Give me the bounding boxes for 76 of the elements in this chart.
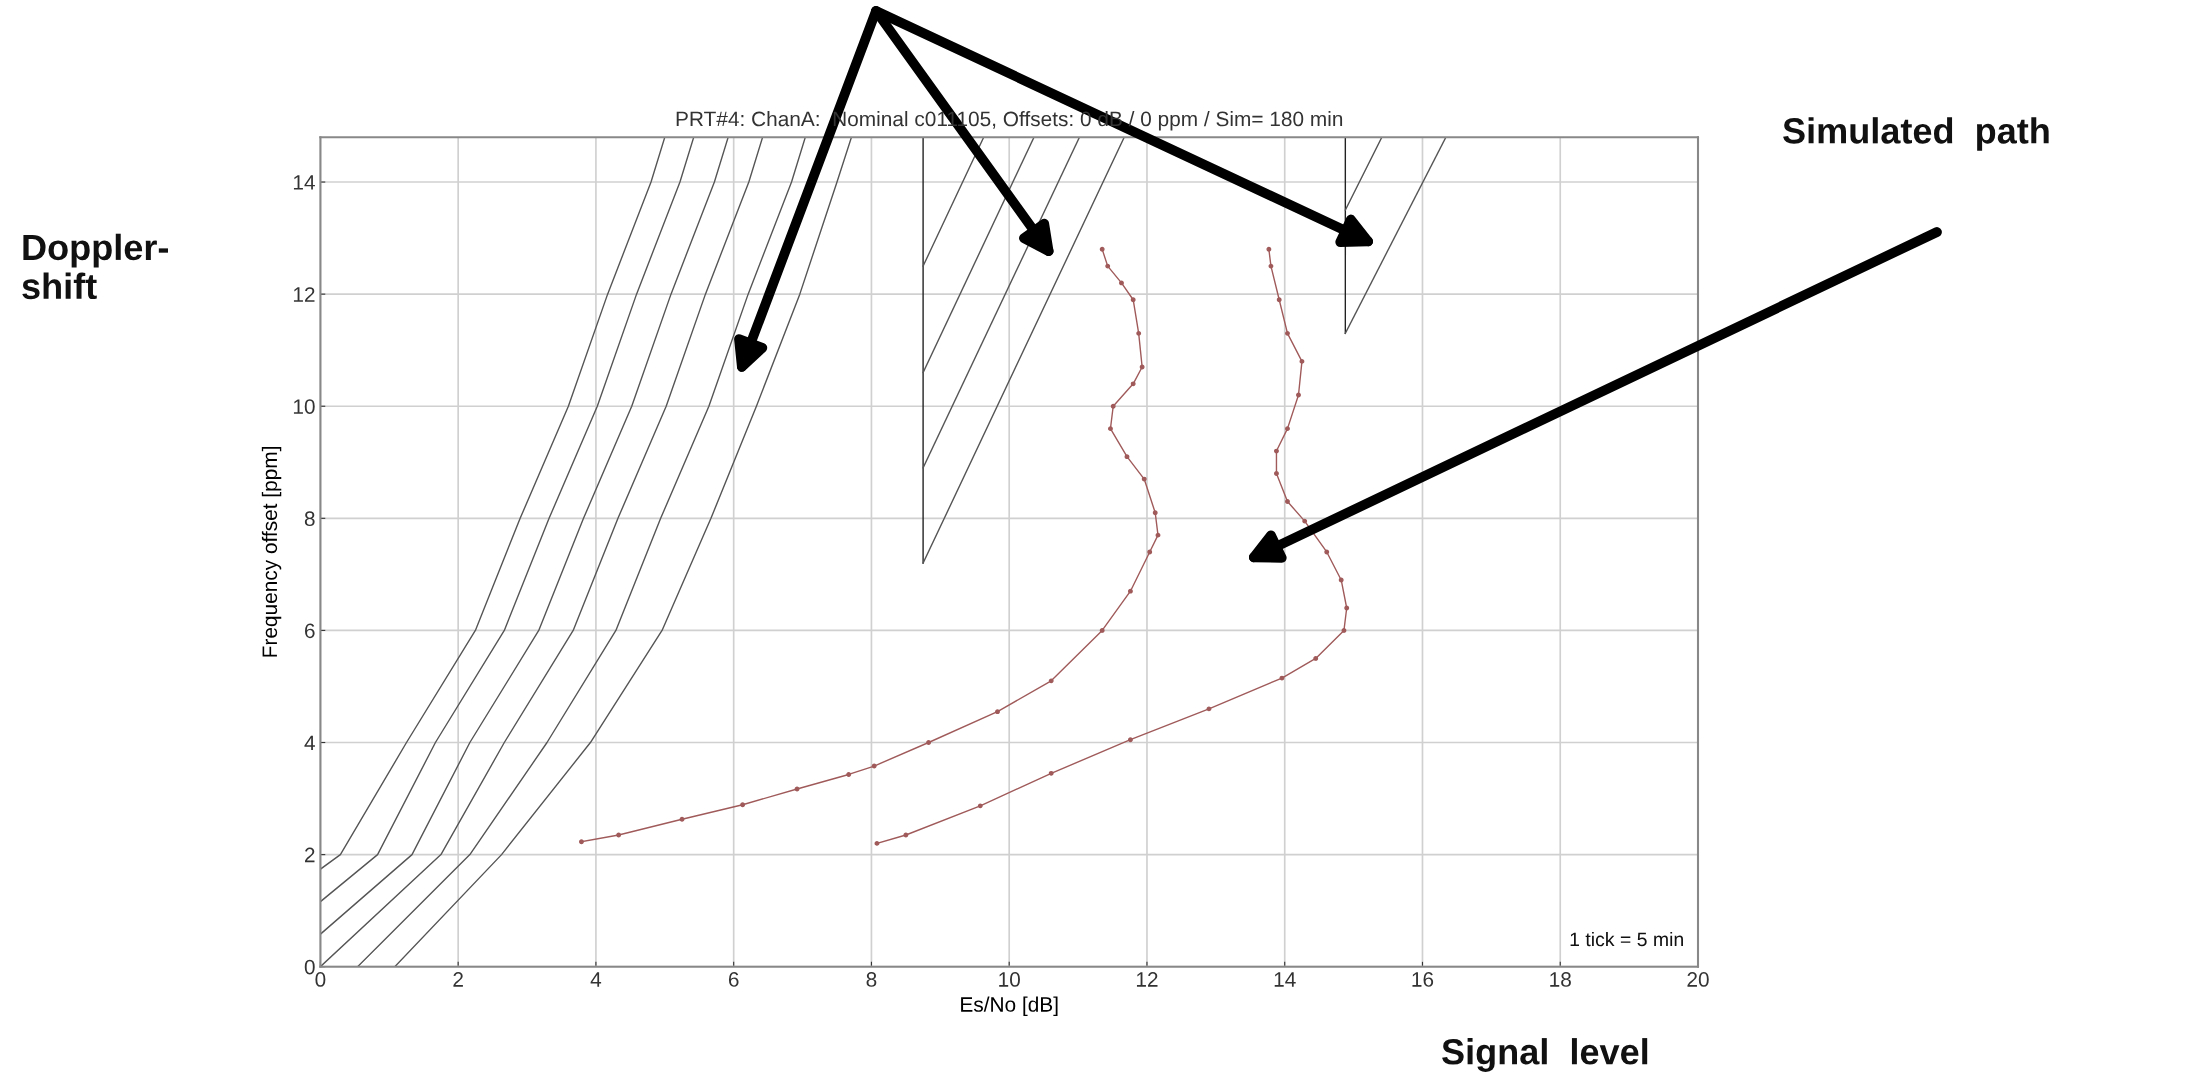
point [1302,518,1308,524]
point [1266,246,1272,252]
point [1141,476,1147,482]
y-tick-label: 2 [305,847,315,863]
x-tick-label: 8 [866,972,877,987]
x-tick-label: 18 [1550,972,1571,987]
point [794,786,800,792]
point [1313,656,1319,661]
x-tick-label: 14 [1274,972,1296,987]
text: Simulated path [1783,117,2049,151]
point [1285,330,1290,336]
y-tick-label: 10 [293,399,315,414]
point [1124,454,1130,460]
point [1344,605,1350,611]
point [1119,280,1124,286]
point [874,840,880,846]
x-tick-label: 16 [1412,972,1434,987]
point [1048,678,1054,684]
y-tick-label: 4 [304,735,315,751]
point [1127,737,1133,743]
point [1155,532,1161,538]
text: Signal level [1442,1038,1648,1072]
x-axis-title: Es/No [dB] [961,996,1058,1016]
point [926,740,932,745]
y-tick-label: 8 [304,511,315,527]
point [1110,403,1116,409]
point [1206,706,1212,712]
x-tick-label: 20 [1687,972,1709,987]
point [1299,358,1305,364]
point [1276,297,1282,303]
point [1130,297,1136,303]
x-tick-label: 0 [315,972,326,987]
point [1152,510,1158,516]
point [1105,263,1111,269]
point [903,832,909,838]
y-tick-label: 0 [304,959,315,975]
point [740,802,746,808]
point [1285,426,1290,432]
x-tick-label: 6 [728,972,739,987]
point [1285,499,1290,504]
point [616,832,622,838]
point [1268,263,1274,269]
text: Doppler- shift [22,233,168,300]
y-axis-title: Frequency offset [ppm] [261,447,282,657]
point [995,709,1000,715]
point [871,763,877,769]
point [1127,588,1133,594]
y-tick-label: 12 [293,287,315,302]
point [579,839,584,845]
y-tick-label: 6 [305,623,315,639]
point [1279,675,1285,681]
point [846,772,852,777]
point [1324,549,1330,555]
line-series [356,137,807,967]
point [679,816,685,822]
point [1341,627,1347,633]
line-series [394,137,853,967]
point [1130,381,1136,387]
point [1139,364,1145,370]
point [1338,577,1344,583]
point [1099,246,1105,252]
point [1147,549,1153,555]
point [1108,426,1113,432]
x-tick-label: 12 [1136,972,1158,987]
point [1136,330,1142,336]
x-tick-label: 4 [590,972,602,987]
point [1274,448,1279,454]
annotation: 1 tick = 5 min [1570,931,1683,947]
point [1099,627,1105,633]
x-tick-label: 10 [999,972,1020,987]
y-tick-label: 14 [293,175,315,190]
x-tick-label: 2 [453,972,463,987]
point [1274,471,1279,476]
point [1048,770,1054,776]
point [977,803,983,809]
point [1296,392,1301,398]
